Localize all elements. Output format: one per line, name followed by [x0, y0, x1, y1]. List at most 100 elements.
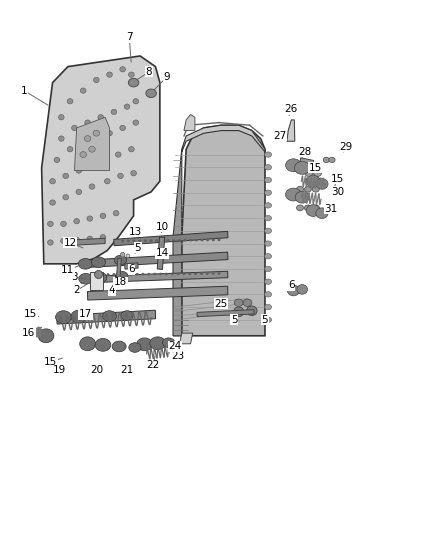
- Ellipse shape: [129, 343, 141, 352]
- Text: 18: 18: [114, 278, 127, 287]
- Ellipse shape: [329, 157, 335, 163]
- Text: 21: 21: [120, 366, 134, 375]
- Ellipse shape: [265, 266, 272, 272]
- Ellipse shape: [171, 272, 174, 275]
- Ellipse shape: [294, 161, 310, 174]
- Ellipse shape: [114, 255, 127, 265]
- Ellipse shape: [132, 239, 135, 242]
- Ellipse shape: [93, 272, 107, 283]
- Text: 16: 16: [22, 328, 35, 338]
- Polygon shape: [197, 310, 254, 317]
- Ellipse shape: [112, 341, 126, 352]
- Polygon shape: [173, 149, 182, 336]
- Ellipse shape: [137, 338, 152, 351]
- Ellipse shape: [81, 88, 86, 93]
- Polygon shape: [157, 237, 165, 269]
- Ellipse shape: [101, 273, 104, 276]
- Ellipse shape: [297, 285, 307, 294]
- Ellipse shape: [159, 273, 162, 276]
- Ellipse shape: [116, 271, 128, 281]
- Text: 2: 2: [73, 286, 80, 295]
- Ellipse shape: [189, 239, 192, 241]
- Ellipse shape: [147, 273, 151, 276]
- Ellipse shape: [127, 240, 130, 243]
- Text: 22: 22: [147, 360, 160, 370]
- Ellipse shape: [295, 191, 309, 203]
- Ellipse shape: [121, 240, 124, 243]
- Ellipse shape: [265, 241, 272, 246]
- Ellipse shape: [166, 239, 170, 242]
- Ellipse shape: [217, 272, 221, 275]
- Ellipse shape: [89, 163, 95, 168]
- Ellipse shape: [146, 89, 156, 98]
- Ellipse shape: [102, 311, 117, 321]
- Ellipse shape: [107, 131, 112, 136]
- Ellipse shape: [80, 337, 95, 351]
- Ellipse shape: [71, 310, 87, 323]
- Ellipse shape: [150, 337, 166, 350]
- Ellipse shape: [100, 213, 106, 219]
- Text: 15: 15: [309, 163, 322, 173]
- Ellipse shape: [206, 239, 209, 241]
- Ellipse shape: [306, 175, 320, 187]
- Ellipse shape: [92, 257, 106, 268]
- Ellipse shape: [38, 329, 54, 343]
- Ellipse shape: [49, 200, 55, 205]
- Text: 20: 20: [90, 366, 103, 375]
- Ellipse shape: [60, 221, 67, 227]
- Ellipse shape: [87, 236, 92, 241]
- Ellipse shape: [47, 240, 53, 245]
- Ellipse shape: [106, 273, 110, 276]
- Ellipse shape: [130, 273, 133, 276]
- Text: 24: 24: [169, 342, 182, 351]
- Ellipse shape: [56, 311, 71, 324]
- Ellipse shape: [59, 115, 64, 120]
- Ellipse shape: [129, 147, 134, 152]
- Text: 31: 31: [324, 204, 337, 214]
- Ellipse shape: [117, 173, 124, 179]
- Text: 30: 30: [331, 187, 344, 197]
- Ellipse shape: [141, 273, 145, 276]
- Ellipse shape: [76, 189, 81, 195]
- Text: 28: 28: [298, 147, 311, 157]
- Ellipse shape: [234, 299, 243, 306]
- Ellipse shape: [194, 272, 197, 275]
- Ellipse shape: [233, 307, 244, 317]
- Polygon shape: [81, 271, 228, 283]
- Text: 26: 26: [285, 104, 298, 114]
- Ellipse shape: [323, 157, 329, 163]
- Ellipse shape: [102, 157, 108, 163]
- Polygon shape: [85, 252, 228, 268]
- Text: 17: 17: [79, 310, 92, 319]
- Ellipse shape: [67, 147, 73, 152]
- Ellipse shape: [316, 208, 328, 219]
- Text: 15: 15: [331, 174, 344, 183]
- Polygon shape: [125, 263, 138, 269]
- Ellipse shape: [195, 239, 198, 241]
- Polygon shape: [42, 56, 160, 264]
- Ellipse shape: [305, 178, 313, 184]
- Ellipse shape: [297, 205, 304, 211]
- Ellipse shape: [118, 273, 121, 276]
- Polygon shape: [88, 286, 228, 300]
- Ellipse shape: [80, 152, 86, 158]
- Ellipse shape: [265, 152, 272, 157]
- Ellipse shape: [265, 279, 272, 284]
- Ellipse shape: [183, 272, 186, 275]
- Text: 13: 13: [129, 227, 142, 237]
- Ellipse shape: [265, 317, 272, 322]
- Polygon shape: [180, 333, 193, 344]
- Polygon shape: [114, 231, 228, 246]
- Text: 15: 15: [24, 310, 37, 319]
- Ellipse shape: [265, 254, 272, 259]
- Polygon shape: [74, 117, 110, 171]
- Ellipse shape: [188, 272, 191, 275]
- Ellipse shape: [287, 285, 300, 296]
- Ellipse shape: [265, 177, 272, 183]
- Ellipse shape: [120, 125, 125, 131]
- Ellipse shape: [74, 219, 79, 224]
- Ellipse shape: [54, 157, 60, 163]
- Ellipse shape: [312, 187, 319, 192]
- Ellipse shape: [63, 173, 68, 179]
- Ellipse shape: [184, 239, 187, 241]
